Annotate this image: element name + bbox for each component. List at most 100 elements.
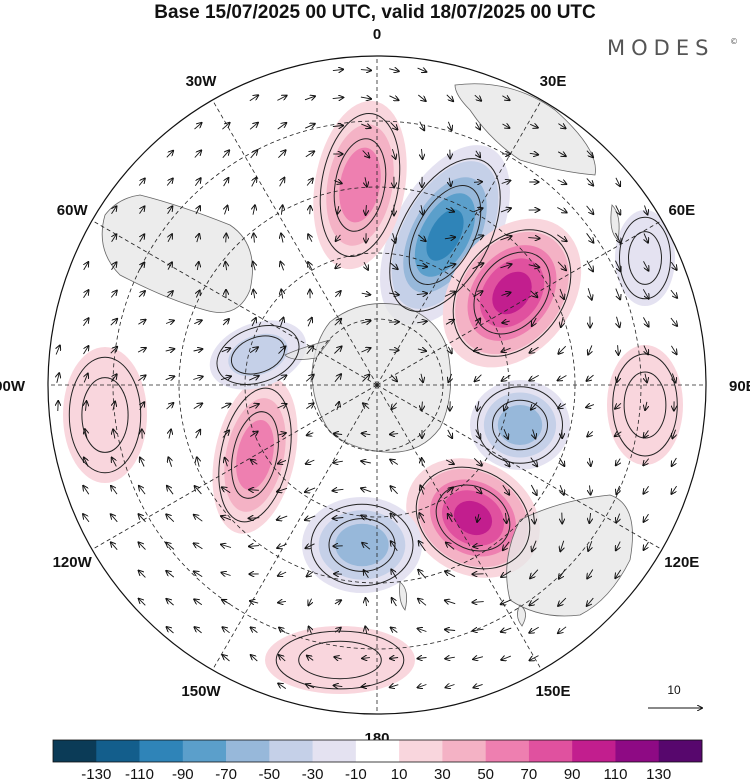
wind-vector bbox=[558, 375, 567, 381]
wind-vector bbox=[586, 405, 595, 408]
wind-vector bbox=[390, 434, 399, 435]
wind-vector bbox=[361, 488, 372, 492]
wind-vector bbox=[111, 542, 118, 550]
colorbar-tick-label: -30 bbox=[302, 766, 324, 783]
wind-vector bbox=[672, 373, 675, 383]
wind-vector bbox=[365, 177, 367, 186]
wind-vector bbox=[249, 123, 258, 130]
colorbar-swatch bbox=[399, 740, 443, 762]
wind-vector bbox=[307, 572, 314, 577]
wind-vector bbox=[531, 402, 538, 409]
longitude-label: 90W bbox=[0, 378, 26, 395]
meridian-line bbox=[376, 384, 542, 671]
wind-vector bbox=[418, 94, 425, 101]
wind-vector bbox=[530, 569, 539, 579]
wind-vector bbox=[422, 148, 423, 159]
wind-vector bbox=[502, 374, 511, 381]
longitude-label: 120E bbox=[664, 554, 699, 571]
wind-vector bbox=[445, 657, 455, 659]
wind-vector bbox=[138, 375, 145, 381]
wind-vector bbox=[222, 487, 231, 494]
wind-vector bbox=[167, 627, 174, 634]
wind-vector bbox=[110, 347, 117, 354]
wind-vector bbox=[473, 182, 482, 183]
meridian-line bbox=[91, 220, 378, 386]
wind-vector bbox=[305, 488, 316, 492]
wind-vector bbox=[500, 208, 511, 212]
wind-vector bbox=[197, 234, 199, 243]
anomaly-level bbox=[228, 333, 288, 377]
colorbar-tick-label: -110 bbox=[125, 766, 154, 783]
wind-vector bbox=[419, 541, 426, 552]
colorbar-tick-label: 30 bbox=[434, 766, 451, 783]
wind-vector bbox=[421, 373, 423, 382]
wind-vector bbox=[249, 347, 258, 354]
wind-vector bbox=[587, 597, 594, 606]
wind-vector bbox=[366, 205, 367, 215]
wind-vector bbox=[448, 346, 451, 353]
longitude-label: 90E bbox=[729, 378, 750, 395]
wind-vector bbox=[333, 489, 344, 490]
wind-vector bbox=[532, 540, 536, 552]
wind-vector bbox=[221, 573, 231, 576]
wind-vector bbox=[166, 599, 174, 606]
wind-vector bbox=[336, 234, 341, 241]
wind-vector bbox=[166, 403, 174, 410]
wind-vector bbox=[671, 345, 676, 354]
wind-vector bbox=[194, 627, 202, 634]
wind-vector bbox=[335, 264, 340, 269]
wind-vector bbox=[588, 540, 592, 551]
wind-vector bbox=[138, 179, 145, 186]
colorbar-tick-label: 50 bbox=[477, 766, 494, 783]
wind-vector bbox=[193, 349, 203, 351]
map-disc bbox=[48, 56, 706, 714]
land-new-zealand bbox=[399, 581, 408, 611]
wind-vector bbox=[418, 234, 425, 241]
wind-vector bbox=[251, 178, 257, 187]
colorbar-tick-label: 110 bbox=[604, 766, 628, 783]
longitude-label: 0 bbox=[373, 26, 381, 43]
wind-vector bbox=[500, 236, 511, 240]
wind-vector bbox=[444, 292, 455, 297]
wind-vector bbox=[559, 569, 566, 578]
wind-vector bbox=[306, 179, 313, 186]
wind-vector bbox=[533, 512, 534, 523]
streamline-contour bbox=[216, 325, 300, 385]
wind-vector bbox=[222, 123, 229, 130]
wind-vector bbox=[445, 208, 454, 211]
wind-vector bbox=[644, 513, 649, 522]
wind-vector bbox=[113, 402, 115, 411]
streamline-contour bbox=[68, 356, 142, 474]
wind-vector bbox=[113, 429, 115, 439]
wind-vector bbox=[277, 96, 286, 101]
wind-vector bbox=[278, 346, 286, 354]
wind-vector bbox=[529, 153, 538, 154]
wind-vector bbox=[110, 319, 117, 326]
wind-vector bbox=[310, 206, 311, 215]
wind-vector bbox=[306, 346, 313, 355]
wind-vector bbox=[420, 486, 423, 495]
wind-vector bbox=[474, 486, 482, 494]
meridian-line bbox=[212, 384, 378, 671]
wind-vector bbox=[277, 123, 287, 130]
streamline-contour bbox=[218, 387, 292, 523]
wind-vector bbox=[86, 401, 87, 411]
wind-vector bbox=[558, 124, 565, 129]
wind-vector bbox=[197, 262, 198, 271]
wind-vector bbox=[560, 540, 563, 552]
reference-vector: 10 bbox=[648, 683, 702, 708]
wind-vector bbox=[337, 402, 339, 411]
wind-vector bbox=[334, 347, 341, 354]
wind-vector bbox=[169, 430, 171, 439]
wind-vector bbox=[112, 234, 117, 242]
wind-vector bbox=[252, 318, 256, 327]
streamline-contour bbox=[408, 185, 482, 285]
wind-vector bbox=[615, 232, 621, 243]
wind-vector bbox=[422, 458, 423, 466]
wind-vector bbox=[558, 626, 567, 633]
anomaly-level bbox=[63, 347, 147, 483]
wind-vector bbox=[111, 486, 118, 495]
wind-vector bbox=[529, 598, 539, 606]
wind-vector bbox=[194, 599, 203, 606]
wind-vector bbox=[277, 544, 287, 548]
